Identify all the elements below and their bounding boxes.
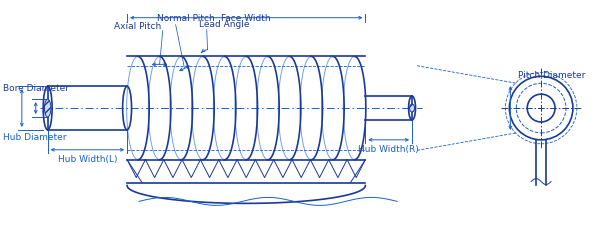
Text: Hub Width(L): Hub Width(L) [58, 155, 117, 164]
Text: Face Width: Face Width [222, 14, 271, 23]
Ellipse shape [45, 99, 51, 117]
Text: Hub Diameter: Hub Diameter [3, 133, 66, 142]
Text: Axial Pitch: Axial Pitch [114, 22, 161, 31]
Ellipse shape [409, 104, 415, 112]
Text: Lead Angle: Lead Angle [199, 20, 250, 29]
Text: Normal Pitch: Normal Pitch [157, 14, 214, 23]
Text: Hub Width(R): Hub Width(R) [358, 145, 419, 154]
Text: Pitch Diameter: Pitch Diameter [518, 71, 586, 80]
Text: Bore Diameter: Bore Diameter [3, 84, 69, 93]
